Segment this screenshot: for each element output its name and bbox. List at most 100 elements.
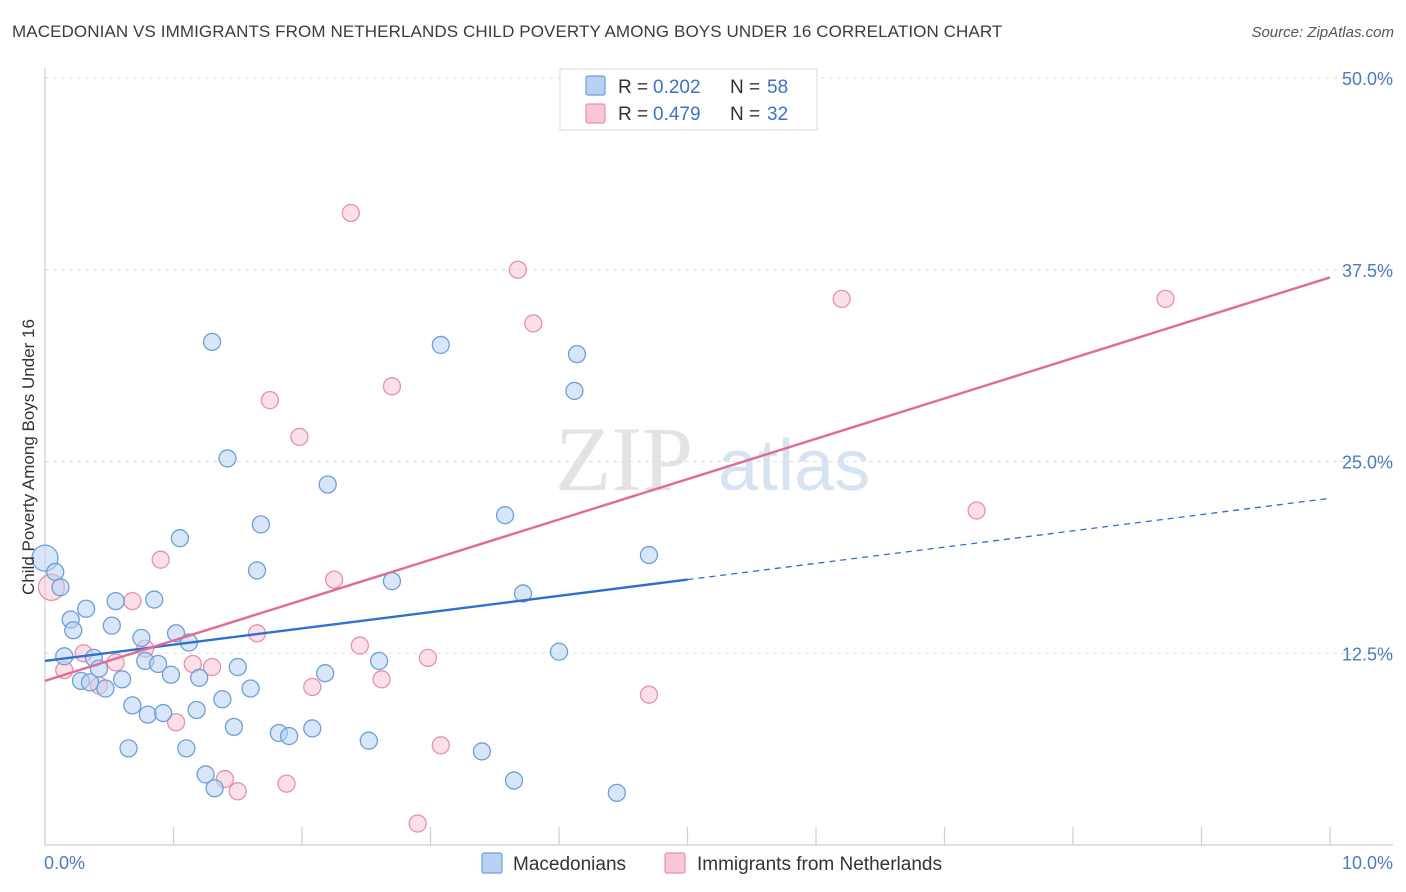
point-macedonians	[247, 561, 267, 580]
point-macedonians	[359, 731, 378, 750]
point-macedonians	[55, 647, 74, 666]
point-macedonians	[154, 703, 173, 723]
point-macedonians	[190, 668, 209, 687]
point-macedonians	[51, 578, 70, 597]
point-macedonians	[567, 344, 587, 364]
point-netherlands	[508, 260, 528, 279]
point-macedonians	[106, 591, 125, 611]
point-macedonians	[202, 332, 222, 351]
point-netherlands	[277, 774, 296, 793]
point-netherlands	[228, 782, 247, 801]
legend-n-value-0: 58	[767, 77, 788, 98]
watermark-zip: ZIP	[555, 408, 693, 510]
point-macedonians	[639, 545, 659, 565]
y-axis-title: Child Poverty Among Boys Under 16	[19, 319, 38, 595]
point-macedonians	[96, 679, 115, 698]
point-macedonians	[315, 664, 335, 683]
legend-swatch-netherlands	[585, 103, 606, 124]
point-macedonians	[369, 651, 389, 671]
point-macedonians	[161, 665, 181, 684]
point-netherlands	[639, 685, 659, 704]
point-macedonians	[228, 657, 247, 677]
point-netherlands	[202, 657, 222, 677]
point-netherlands	[524, 314, 543, 333]
point-netherlands	[382, 377, 402, 396]
point-netherlands	[166, 713, 186, 732]
point-netherlands	[303, 677, 322, 697]
point-macedonians	[495, 506, 515, 525]
legend-n-label-1: N =	[730, 104, 760, 125]
legend-n-label-0: N =	[730, 77, 760, 98]
point-macedonians	[224, 717, 244, 737]
point-netherlands	[431, 736, 450, 755]
series-legend-swatch-macedonians	[481, 852, 503, 874]
point-macedonians	[205, 779, 224, 798]
scatter-points	[31, 203, 1175, 833]
point-macedonians	[102, 616, 121, 635]
trend-line-netherlands	[44, 276, 1331, 683]
point-netherlands	[260, 390, 280, 410]
point-netherlands	[967, 501, 986, 520]
point-macedonians	[218, 449, 237, 468]
point-netherlands	[341, 203, 360, 223]
point-macedonians	[279, 726, 299, 746]
point-macedonians	[431, 335, 450, 355]
point-macedonians	[132, 628, 151, 648]
point-macedonians	[196, 765, 215, 784]
y-tick-label: 50.0%	[1342, 69, 1393, 89]
trend-lines	[44, 276, 1331, 683]
point-macedonians	[187, 700, 206, 720]
y-tick-label: 25.0%	[1342, 453, 1393, 473]
legend-swatch-macedonians	[585, 75, 606, 96]
legend-r-label-1: R =	[618, 104, 648, 125]
point-macedonians	[318, 475, 337, 494]
chart-title: MACEDONIAN VS IMMIGRANTS FROM NETHERLAND…	[12, 22, 1003, 41]
point-netherlands	[350, 636, 369, 655]
point-macedonians	[382, 572, 402, 591]
series-legend-label-macedonians: Macedonians	[513, 854, 626, 875]
series-legend-label-netherlands: Immigrants from Netherlands	[697, 854, 942, 875]
trend-line-extension-macedonians	[687, 497, 1331, 581]
y-tick-label: 37.5%	[1342, 261, 1393, 281]
legend-r-value-0: 0.202	[653, 77, 701, 98]
point-macedonians	[303, 719, 322, 738]
point-macedonians	[119, 739, 138, 758]
point-netherlands	[151, 550, 170, 569]
series-legend: Macedonians Immigrants from Netherlands	[481, 852, 942, 875]
point-macedonians	[46, 562, 65, 582]
point-macedonians	[549, 642, 569, 661]
point-netherlands	[418, 648, 438, 668]
point-macedonians	[138, 705, 157, 724]
point-macedonians	[123, 696, 142, 715]
point-macedonians	[170, 529, 190, 548]
legend-r-label-0: R =	[618, 77, 648, 98]
point-macedonians	[145, 590, 164, 609]
point-macedonians	[513, 584, 533, 603]
point-netherlands	[832, 289, 851, 309]
point-macedonians	[472, 742, 492, 761]
axes: 12.5% 25.0% 37.5% 50.0%	[44, 68, 1393, 846]
series-legend-swatch-netherlands	[664, 852, 686, 874]
point-netherlands	[1156, 289, 1175, 309]
legend-n-value-1: 32	[767, 104, 788, 125]
point-netherlands	[372, 670, 391, 689]
point-macedonians	[565, 381, 584, 401]
watermark-atlas: atlas	[718, 426, 870, 506]
point-netherlands	[324, 570, 344, 589]
stats-legend: R = 0.202 N = 58 R = 0.479 N = 32	[559, 68, 818, 131]
x-tick-label-min: 0.0%	[44, 853, 85, 873]
point-netherlands	[408, 814, 427, 833]
point-macedonians	[148, 654, 168, 674]
point-macedonians	[213, 690, 232, 709]
x-tick-label-max: 10.0%	[1342, 853, 1393, 873]
source-credit: Source: ZipAtlas.com	[1251, 24, 1394, 41]
point-macedonians	[80, 673, 100, 692]
y-tick-label: 12.5%	[1342, 644, 1393, 664]
gridlines	[45, 77, 1393, 654]
point-netherlands	[290, 427, 309, 447]
point-macedonians	[251, 515, 271, 534]
point-macedonians	[607, 783, 626, 802]
legend-r-value-1: 0.479	[653, 104, 701, 125]
point-macedonians	[241, 679, 260, 698]
